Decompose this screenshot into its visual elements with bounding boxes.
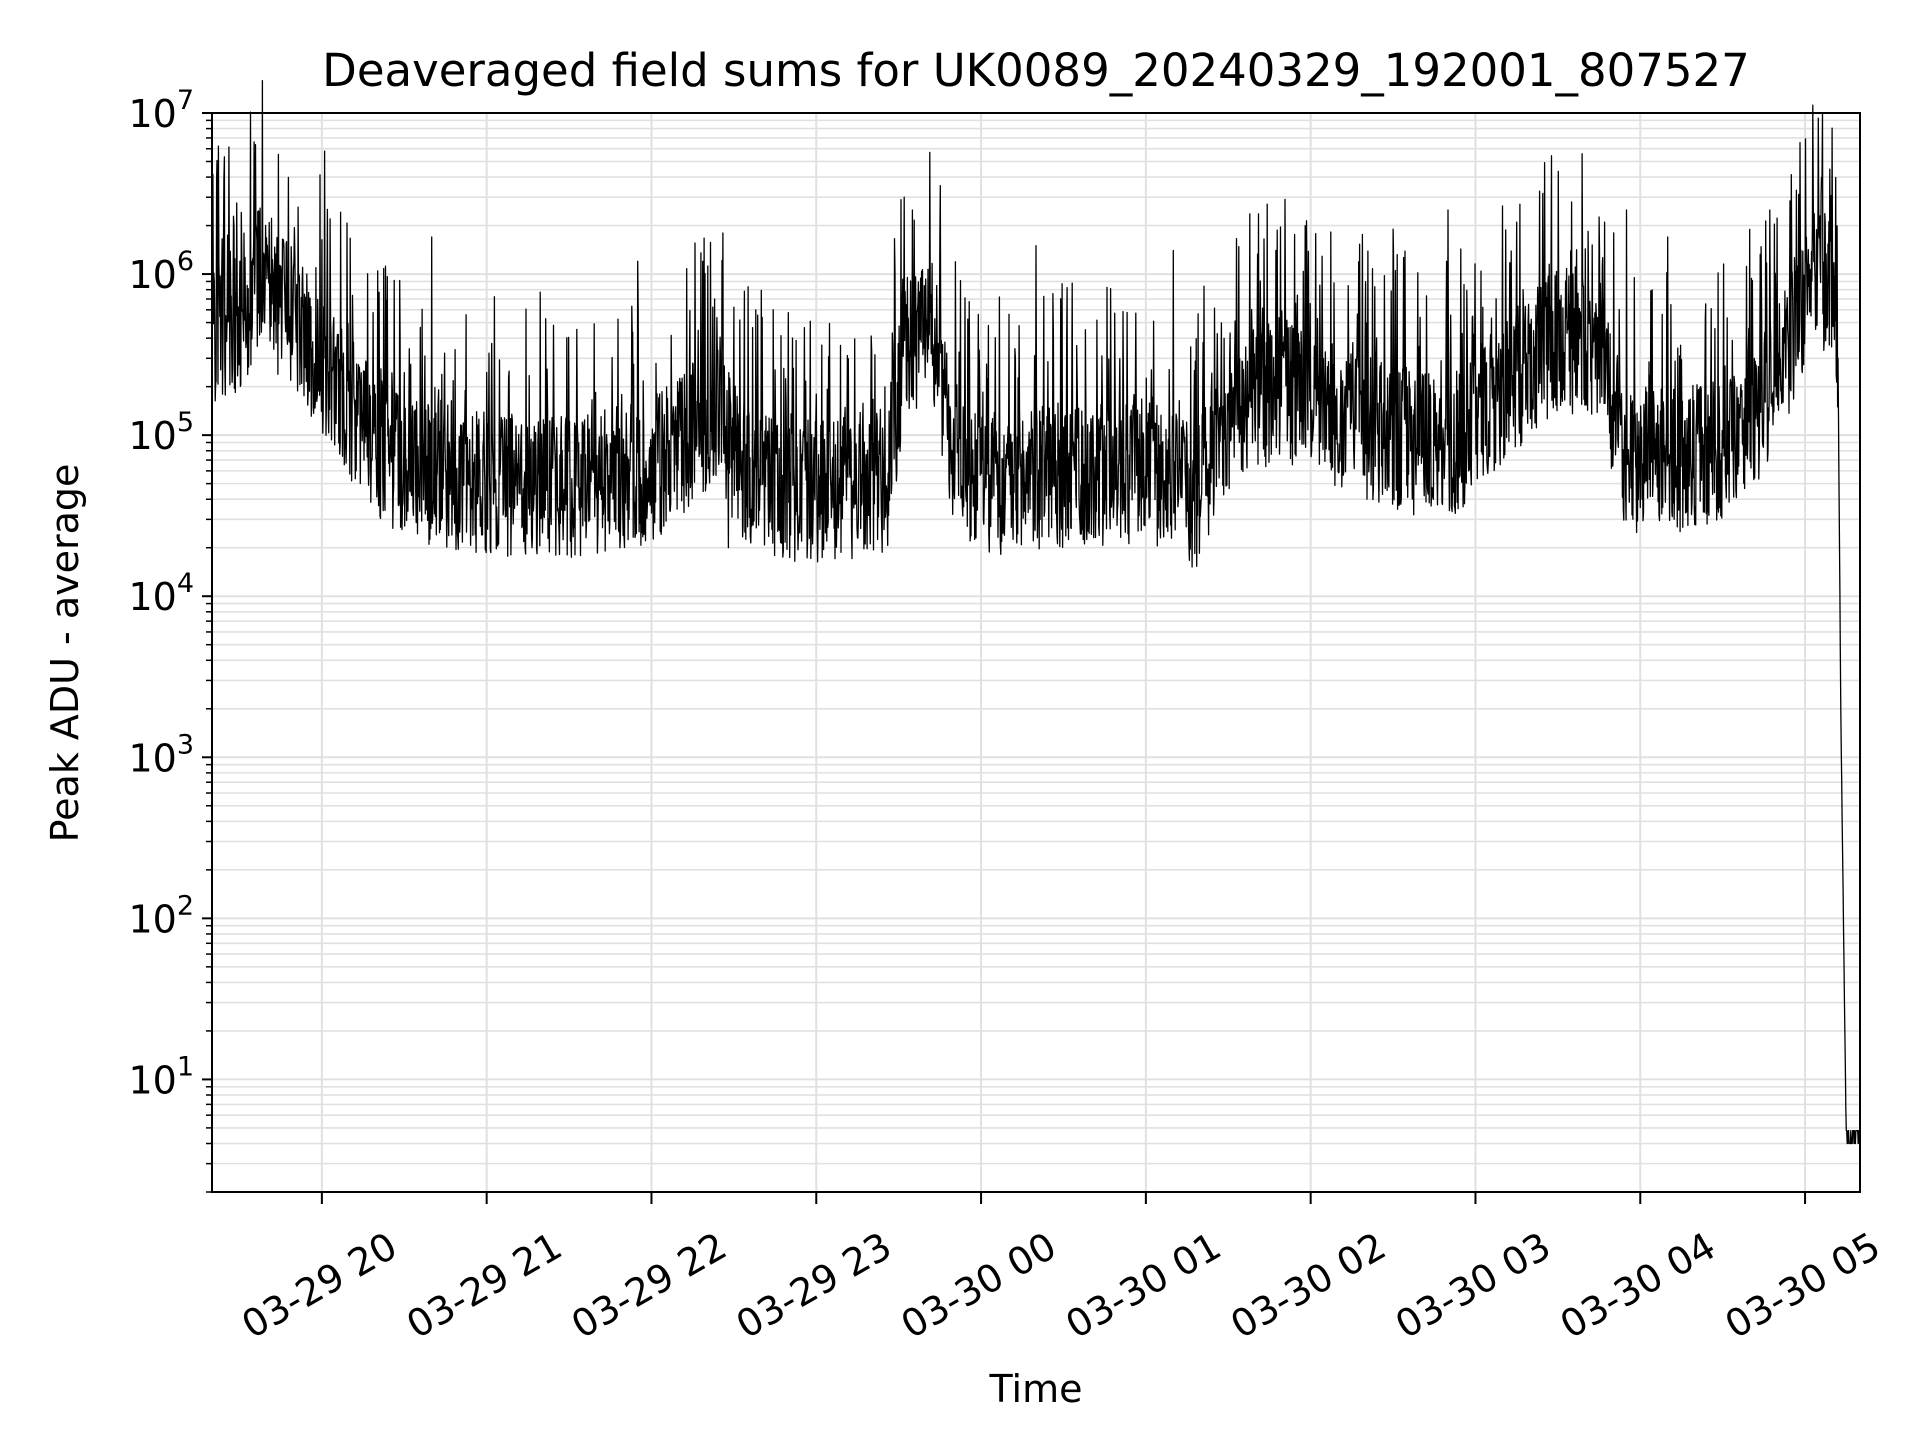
y-tick-label: 101: [128, 1051, 194, 1102]
y-tick-label: 103: [128, 729, 194, 780]
y-tick-label: 105: [128, 407, 194, 458]
x-axis-label: Time: [989, 1367, 1083, 1411]
y-tick-label: 104: [128, 568, 194, 619]
y-axis-label: Peak ADU - average: [43, 464, 87, 843]
series-layer: [211, 79, 1861, 1145]
plot-frame: [211, 112, 1861, 1193]
y-tick-label: 102: [128, 890, 194, 941]
series-line: [211, 79, 1861, 1145]
chart-title: Deaveraged field sums for UK0089_2024032…: [322, 44, 1750, 97]
y-tick-label: 106: [128, 246, 194, 297]
grid-layer: [212, 112, 1860, 1193]
y-tick-label: 107: [128, 85, 194, 136]
